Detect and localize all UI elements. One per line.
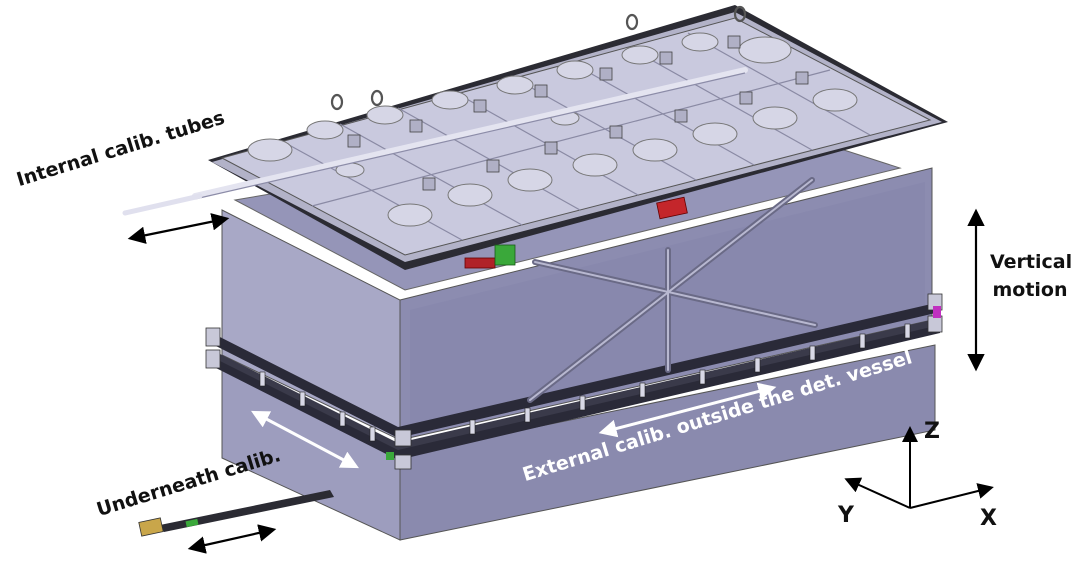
red-calib-block-2	[464, 257, 496, 269]
green-calib-block	[494, 244, 516, 266]
lifting-eye-icon	[330, 5, 747, 111]
underneath-calib-arrow-icon	[187, 524, 277, 554]
magenta-calib-block	[933, 306, 941, 318]
vertical-motion-line1: Vertical	[990, 251, 1073, 273]
underneath-calib-cart	[138, 517, 164, 537]
red-calib-block	[656, 196, 688, 220]
external-calib-arrow-icon	[598, 382, 777, 438]
axis-y-label: Y	[838, 503, 854, 528]
internal-calib-arrow-icon	[127, 213, 230, 244]
axis-x-label: X	[980, 506, 997, 531]
internal-calib-tube-ext	[122, 193, 203, 216]
vertical-motion-label: Vertical motion	[990, 248, 1073, 304]
axis-triad-icon	[844, 426, 994, 509]
cross-brace-highlight	[529, 179, 816, 401]
axis-z-label: Z	[924, 419, 940, 444]
green-small-block	[386, 452, 394, 460]
underneath-calib-rail	[160, 490, 334, 532]
lid-fittings	[347, 35, 809, 191]
vessel-lower-end-face	[399, 344, 936, 541]
vertical-motion-line2: motion	[992, 279, 1068, 301]
internal-calib-tube	[192, 67, 748, 199]
internal-calib-tube-edge	[194, 72, 746, 200]
underneath-white-arrow-icon	[251, 410, 359, 469]
